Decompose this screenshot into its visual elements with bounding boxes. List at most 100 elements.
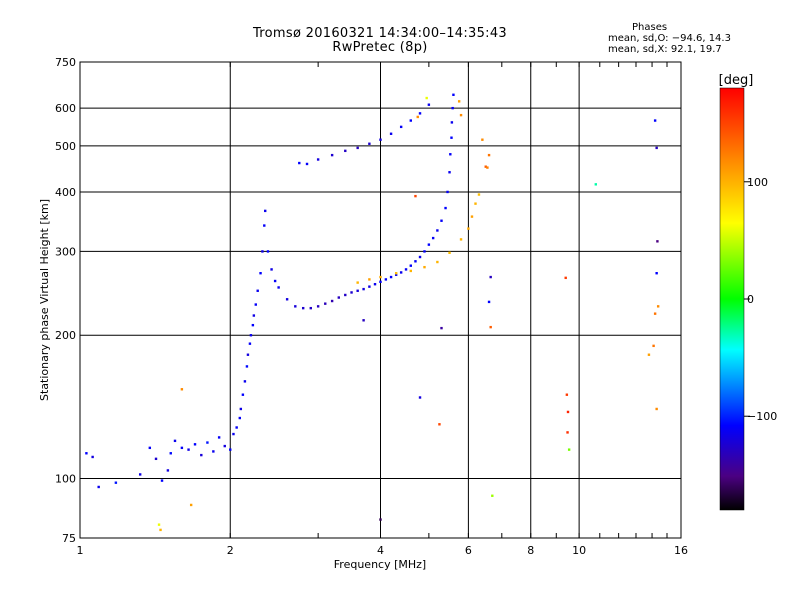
colorbar-tick-label: 100 (747, 176, 768, 189)
x-tick-label: 6 (465, 544, 472, 557)
data-point (489, 275, 492, 279)
x-tick-label: 8 (527, 544, 534, 557)
data-point (457, 100, 461, 103)
data-point (484, 165, 487, 168)
data-point (180, 446, 184, 450)
x-tick-label: 4 (377, 544, 384, 557)
data-point (427, 103, 431, 106)
grid-lines (80, 62, 681, 538)
data-point (270, 268, 273, 271)
phases-x-stats: mean, sd,X: 92.1, 19.7 (608, 44, 722, 55)
data-point (481, 138, 484, 141)
data-point (491, 494, 494, 497)
data-point (337, 296, 341, 299)
colorbar-tick-label: 0 (747, 293, 754, 306)
data-point (166, 469, 170, 472)
data-point (243, 380, 247, 383)
data-point (193, 443, 197, 446)
data-point (487, 300, 491, 304)
data-point (414, 194, 417, 198)
data-point (487, 153, 491, 157)
data-point (489, 325, 492, 329)
phases-o-stats: mean, sd,O: −94.6, 14.3 (608, 33, 731, 44)
data-point (263, 224, 266, 227)
data-point (264, 209, 267, 213)
data-point (154, 457, 158, 461)
x-axis-label: Frequency [MHz] (334, 558, 426, 571)
chart-subtitle: RwPretec (8p) (332, 40, 428, 55)
data-point (379, 518, 382, 521)
data-point (273, 279, 277, 283)
data-point (256, 289, 259, 292)
colorbar-label: [deg] (719, 73, 754, 88)
data-point (379, 280, 382, 283)
data-point (138, 473, 142, 476)
data-point (187, 448, 190, 451)
data-point (418, 255, 422, 259)
data-point (427, 243, 431, 246)
x-tick-label: 10 (572, 544, 586, 557)
data-point (450, 121, 454, 124)
data-point (245, 365, 249, 368)
data-point (459, 113, 463, 117)
data-point (394, 272, 398, 275)
data-point (477, 193, 481, 196)
data-point (655, 407, 658, 411)
data-point (399, 125, 403, 129)
data-point (114, 481, 118, 484)
data-point (223, 444, 226, 448)
data-point (425, 96, 428, 100)
data-point (169, 452, 172, 455)
data-point (431, 236, 435, 240)
data-point (448, 171, 451, 174)
data-point (373, 283, 377, 286)
data-point (309, 306, 312, 310)
data-point (248, 342, 252, 345)
data-point (344, 149, 347, 153)
x-tick-label: 1 (77, 544, 84, 557)
data-point (160, 479, 164, 482)
data-point (656, 305, 660, 308)
data-point (655, 146, 658, 150)
data-point (189, 503, 193, 507)
data-point (173, 439, 177, 443)
data-point (379, 138, 382, 141)
data-point (399, 271, 403, 274)
data-point (212, 450, 215, 453)
data-point (436, 229, 439, 232)
data-point (148, 446, 152, 450)
data-point (418, 112, 422, 115)
data-point (418, 396, 422, 399)
y-tick-label: 400 (55, 186, 76, 199)
data-point (344, 293, 347, 297)
data-point (298, 161, 301, 165)
data-point (566, 431, 569, 434)
data-point (379, 275, 382, 279)
data-point (444, 206, 447, 210)
data-point (239, 407, 243, 411)
data-point (356, 281, 359, 284)
data-point (238, 416, 241, 420)
y-tick-label: 600 (55, 102, 76, 115)
data-point (652, 344, 655, 348)
data-point (567, 448, 571, 451)
data-point (157, 523, 161, 526)
data-point (368, 142, 371, 145)
data-point (452, 93, 455, 96)
colorbar (719, 87, 745, 511)
data-point (362, 319, 365, 322)
y-tick-label: 100 (55, 473, 76, 486)
data-point (261, 250, 264, 253)
data-point (305, 162, 309, 166)
data-point (451, 106, 454, 110)
data-point (446, 190, 449, 194)
x-tick-label: 2 (227, 544, 234, 557)
data-point (368, 278, 371, 281)
colorbar-ticks: 100 0 −100 (744, 176, 777, 423)
data-point (285, 298, 289, 301)
data-point (316, 305, 320, 308)
data-point (449, 153, 452, 156)
data-point (91, 455, 94, 459)
data-point (362, 287, 365, 291)
